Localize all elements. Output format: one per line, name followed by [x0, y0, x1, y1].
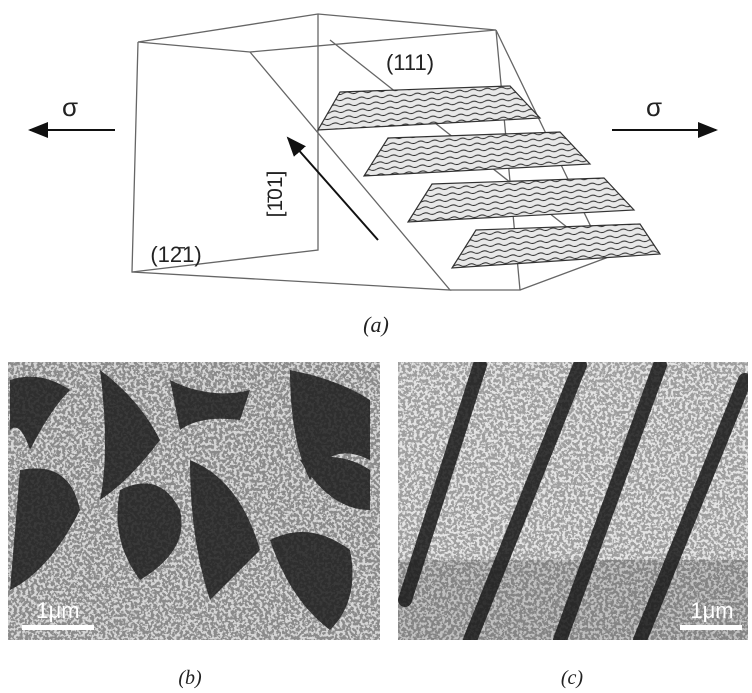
slip-planes	[318, 86, 660, 268]
scale-bar-label: 1μm	[36, 598, 79, 623]
micrograph-c: 1μm	[398, 362, 748, 640]
direction-label: [1̄01]	[264, 171, 287, 218]
panel-label: (c)	[561, 667, 584, 689]
sigma-right: σ	[646, 92, 662, 122]
side-plane-label: (12̄1)	[150, 242, 201, 267]
micrograph-b: 1μm	[8, 362, 380, 640]
panel-label: (a)	[363, 312, 389, 337]
sigma-left: σ	[62, 92, 78, 122]
panel-label: (b)	[178, 667, 202, 689]
figure: σ σ (111) [1̄01] (12̄1) (a) 1μm (b)	[0, 0, 752, 693]
scale-bar-label: 1μm	[690, 598, 733, 623]
crystal-diagram: σ σ (111) [1̄01] (12̄1) (a)	[30, 14, 716, 337]
plane-label: (111)	[386, 50, 434, 75]
